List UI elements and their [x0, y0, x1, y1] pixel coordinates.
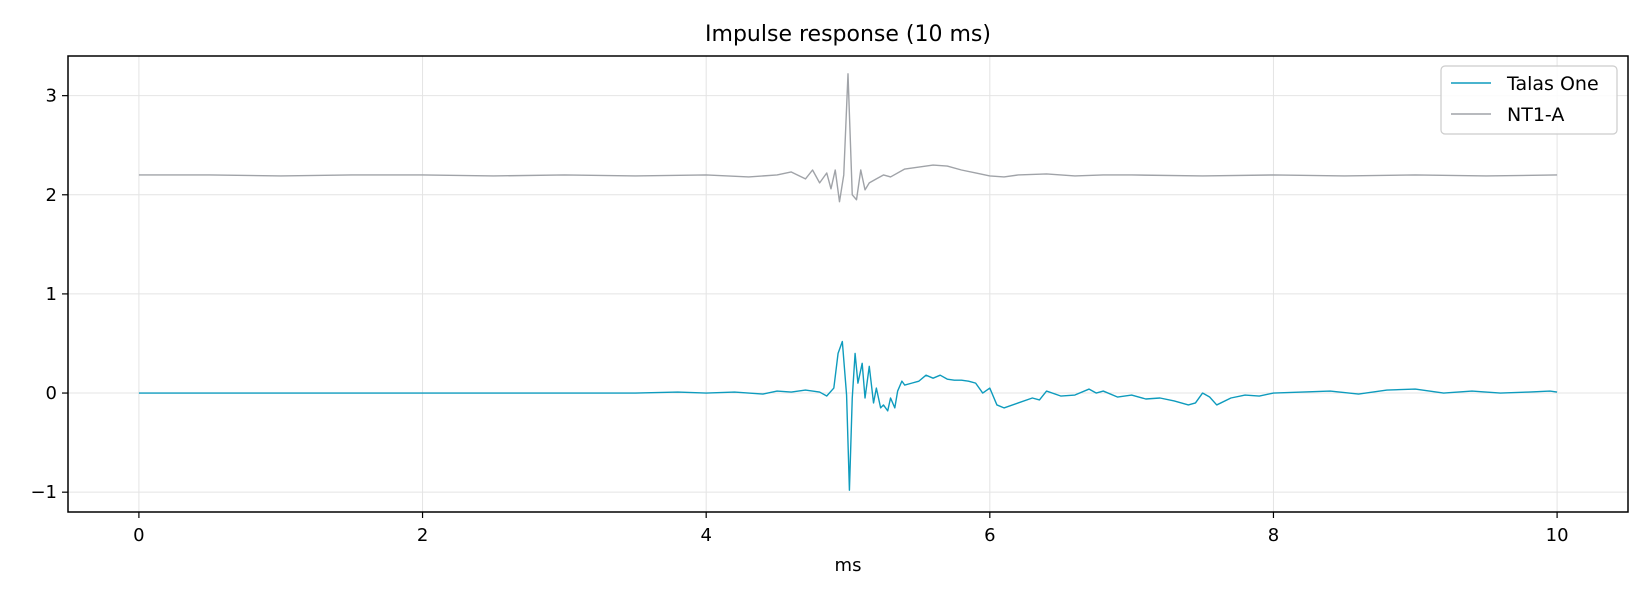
x-axis-label: ms [835, 555, 862, 576]
y-tick-label: −1 [30, 482, 57, 503]
y-tick-label: 0 [46, 383, 57, 404]
y-tick-label: 3 [46, 86, 57, 107]
x-tick-label: 2 [417, 525, 428, 546]
y-axis-ticks: −1 0 1 2 3 [30, 86, 68, 503]
x-tick-label: 8 [1268, 525, 1279, 546]
y-tick-label: 2 [46, 185, 57, 206]
plot-frame [67, 55, 1629, 513]
x-tick-label: 4 [700, 525, 711, 546]
legend: Talas One NT1-A [1440, 65, 1618, 135]
x-tick-label: 6 [984, 525, 995, 546]
plot-series [138, 73, 1558, 491]
legend-label-1: NT1-A [1507, 104, 1564, 126]
x-tick-label: 0 [133, 525, 144, 546]
y-tick-label: 1 [46, 284, 57, 305]
x-axis-ticks: 0 2 4 6 8 10 [133, 512, 1569, 546]
legend-label-0: Talas One [1506, 73, 1599, 95]
x-tick-label: 10 [1546, 525, 1569, 546]
series-line-1 [138, 73, 1558, 203]
series-line-0 [138, 340, 1558, 491]
chart-title: Impulse response (10 ms) [705, 22, 991, 47]
